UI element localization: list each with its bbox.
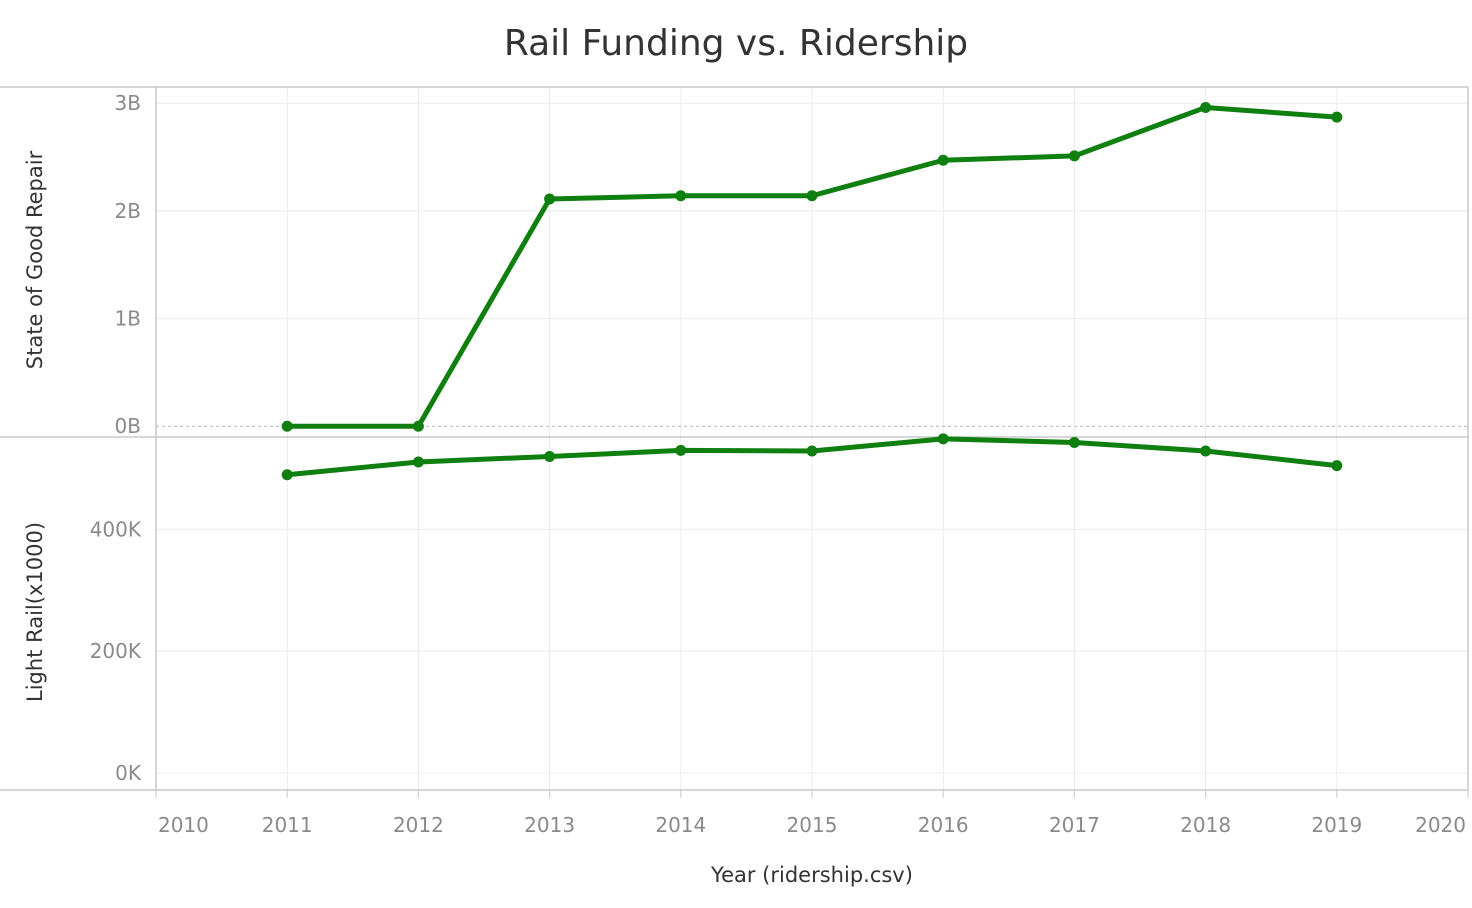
data-point[interactable] xyxy=(937,154,949,166)
data-point[interactable] xyxy=(544,450,556,462)
x-tick-label: 2011 xyxy=(262,813,313,837)
chart-title: Rail Funding vs. Ridership xyxy=(504,23,968,64)
y-tick-label: 0K xyxy=(115,761,142,785)
data-point[interactable] xyxy=(1200,101,1212,113)
data-point[interactable] xyxy=(937,433,949,445)
data-point[interactable] xyxy=(544,193,556,205)
y-tick-label: 400K xyxy=(90,518,142,542)
data-point[interactable] xyxy=(412,456,424,468)
x-tick-label: 2016 xyxy=(918,813,969,837)
x-tick-label: 2010 xyxy=(158,813,209,837)
x-axis-ticks: 2010 2011 2012 2013 2014 2015 2016 2017 2018 2019… xyxy=(155,790,1469,837)
data-point[interactable] xyxy=(1068,436,1080,448)
series-layer xyxy=(281,101,1343,481)
x-tick-label: 2018 xyxy=(1180,813,1231,837)
x-tick-label: 2014 xyxy=(655,813,706,837)
x-tick-label: 2015 xyxy=(787,813,838,837)
x-tick-label: 2019 xyxy=(1311,813,1362,837)
panel-frames xyxy=(0,86,1469,791)
data-point[interactable] xyxy=(675,444,687,456)
data-point[interactable] xyxy=(806,445,818,457)
data-point[interactable] xyxy=(806,190,818,202)
data-point[interactable] xyxy=(1068,150,1080,162)
y-tick-label: 1B xyxy=(115,307,141,331)
data-point[interactable] xyxy=(1200,445,1212,457)
x-tick-label: 2017 xyxy=(1049,813,1100,837)
data-point[interactable] xyxy=(675,190,687,202)
data-point[interactable] xyxy=(412,420,424,432)
x-axis-title: Year (ridership.csv) xyxy=(710,863,913,887)
y-tick-label: 2B xyxy=(115,199,141,223)
y-tick-label: 3B xyxy=(115,91,141,115)
data-point[interactable] xyxy=(281,420,293,432)
data-point[interactable] xyxy=(1331,111,1343,123)
x-tick-label: 2013 xyxy=(524,813,575,837)
y-axis-ticks: 0B 1B 2B 3B 0K 200K 400K xyxy=(90,91,142,785)
x-tick-label: 2012 xyxy=(393,813,444,837)
y-tick-label: 200K xyxy=(90,639,142,663)
y-tick-label: 0B xyxy=(115,414,141,438)
y-axis-title-top: State of Good Repair xyxy=(23,150,47,369)
x-tick-label: 2020 xyxy=(1415,813,1466,837)
data-point[interactable] xyxy=(281,469,293,481)
y-axis-title-bottom: Light Rail(x1000) xyxy=(23,522,47,702)
data-point[interactable] xyxy=(1331,460,1343,472)
